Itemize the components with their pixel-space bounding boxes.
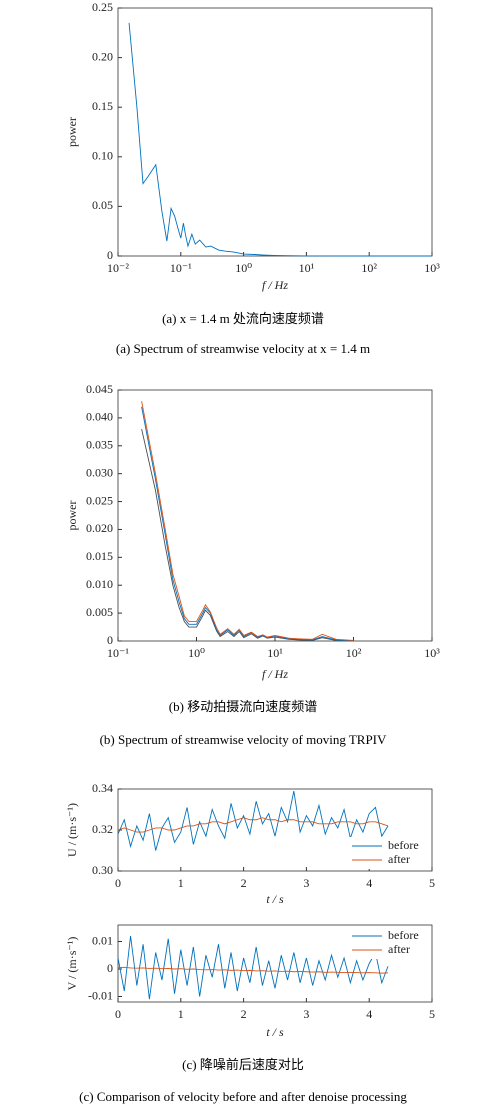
y-tick-label: -0.01 <box>88 988 113 1002</box>
y-tick-label: 0.20 <box>92 49 113 63</box>
x-tick-label: 10¹ <box>299 261 315 275</box>
y-axis-label: U / (m·s⁻¹) <box>65 803 79 857</box>
x-tick-label: 10⁰ <box>235 261 252 275</box>
y-tick-label: 0 <box>107 961 113 975</box>
data-line <box>117 966 389 974</box>
plot-frame <box>117 924 433 1003</box>
data-line <box>128 22 432 257</box>
x-tick-label: 5 <box>429 1007 435 1021</box>
y-tick-label: 0.05 <box>92 198 113 212</box>
x-axis-label: t / s <box>266 892 284 906</box>
x-tick-label: 10⁻² <box>107 261 129 275</box>
y-tick-label: 0.10 <box>92 149 113 163</box>
x-tick-label: 4 <box>366 876 372 890</box>
x-tick-label: 2 <box>241 876 247 890</box>
caption: (c) 降噪前后速度对比 <box>182 1057 304 1072</box>
legend-label: before <box>388 838 419 852</box>
y-tick-label: 0.005 <box>86 605 113 619</box>
y-tick-label: 0.025 <box>86 493 113 507</box>
legend-box <box>348 837 430 869</box>
x-tick-label: 1 <box>178 876 184 890</box>
x-tick-label: 1 <box>178 1007 184 1021</box>
x-tick-label: 3 <box>303 1007 309 1021</box>
y-tick-label: 0 <box>107 248 113 262</box>
x-tick-label: 3 <box>303 876 309 890</box>
y-tick-label: 0.030 <box>86 465 113 479</box>
data-line <box>117 790 389 851</box>
y-tick-label: 0.035 <box>86 438 113 452</box>
x-tick-label: 2 <box>241 1007 247 1021</box>
data-line <box>117 817 389 833</box>
y-tick-label: 0.34 <box>92 781 113 795</box>
plot-frame <box>117 7 433 257</box>
legend-label: after <box>388 942 410 956</box>
x-tick-label: 0 <box>115 876 121 890</box>
y-tick-label: 0.020 <box>86 521 113 535</box>
y-tick-label: 0.25 <box>92 0 113 14</box>
x-tick-label: 10³ <box>424 261 440 275</box>
caption: (c) Comparison of velocity before and af… <box>79 1089 407 1104</box>
x-tick-label: 10⁰ <box>188 646 205 660</box>
caption: (a) x = 1.4 m 处流向速度频谱 <box>162 311 324 326</box>
data-line <box>141 428 354 642</box>
plot-frame <box>117 389 433 642</box>
x-tick-label: 10² <box>361 261 377 275</box>
x-tick-label: 5 <box>429 876 435 890</box>
x-tick-label: 10⁻¹ <box>170 261 192 275</box>
x-tick-label: 10² <box>346 646 362 660</box>
x-axis-label: f / Hz <box>262 667 288 681</box>
y-tick-label: 0.01 <box>92 933 113 947</box>
y-tick-label: 0.15 <box>92 99 113 113</box>
x-axis-label: t / s <box>266 1025 284 1039</box>
x-tick-label: 10¹ <box>267 646 283 660</box>
legend-label: after <box>388 852 410 866</box>
caption: (b) 移动拍摄流向速度频谱 <box>169 699 317 714</box>
x-tick-label: 4 <box>366 1007 372 1021</box>
data-line <box>141 406 354 642</box>
y-tick-label: 0.045 <box>86 382 113 396</box>
legend-box <box>348 927 430 959</box>
y-tick-label: 0.015 <box>86 549 113 563</box>
y-axis-label: V / (m·s⁻¹) <box>65 937 79 991</box>
y-axis-label: power <box>65 117 79 147</box>
x-tick-label: 10⁻¹ <box>107 646 129 660</box>
y-tick-label: 0.040 <box>86 410 113 424</box>
legend-label: before <box>388 928 419 942</box>
x-tick-label: 10³ <box>424 646 440 660</box>
caption: (b) Spectrum of streamwise velocity of m… <box>100 732 387 747</box>
caption: (a) Spectrum of streamwise velocity at x… <box>116 341 370 356</box>
data-line <box>117 935 389 1000</box>
x-axis-label: f / Hz <box>262 278 288 292</box>
y-tick-label: 0.30 <box>92 863 113 877</box>
y-tick-label: 0.010 <box>86 577 113 591</box>
x-tick-label: 0 <box>115 1007 121 1021</box>
y-tick-label: 0 <box>107 633 113 647</box>
y-tick-label: 0.32 <box>92 822 113 836</box>
data-line <box>141 401 354 641</box>
y-axis-label: power <box>65 501 79 531</box>
